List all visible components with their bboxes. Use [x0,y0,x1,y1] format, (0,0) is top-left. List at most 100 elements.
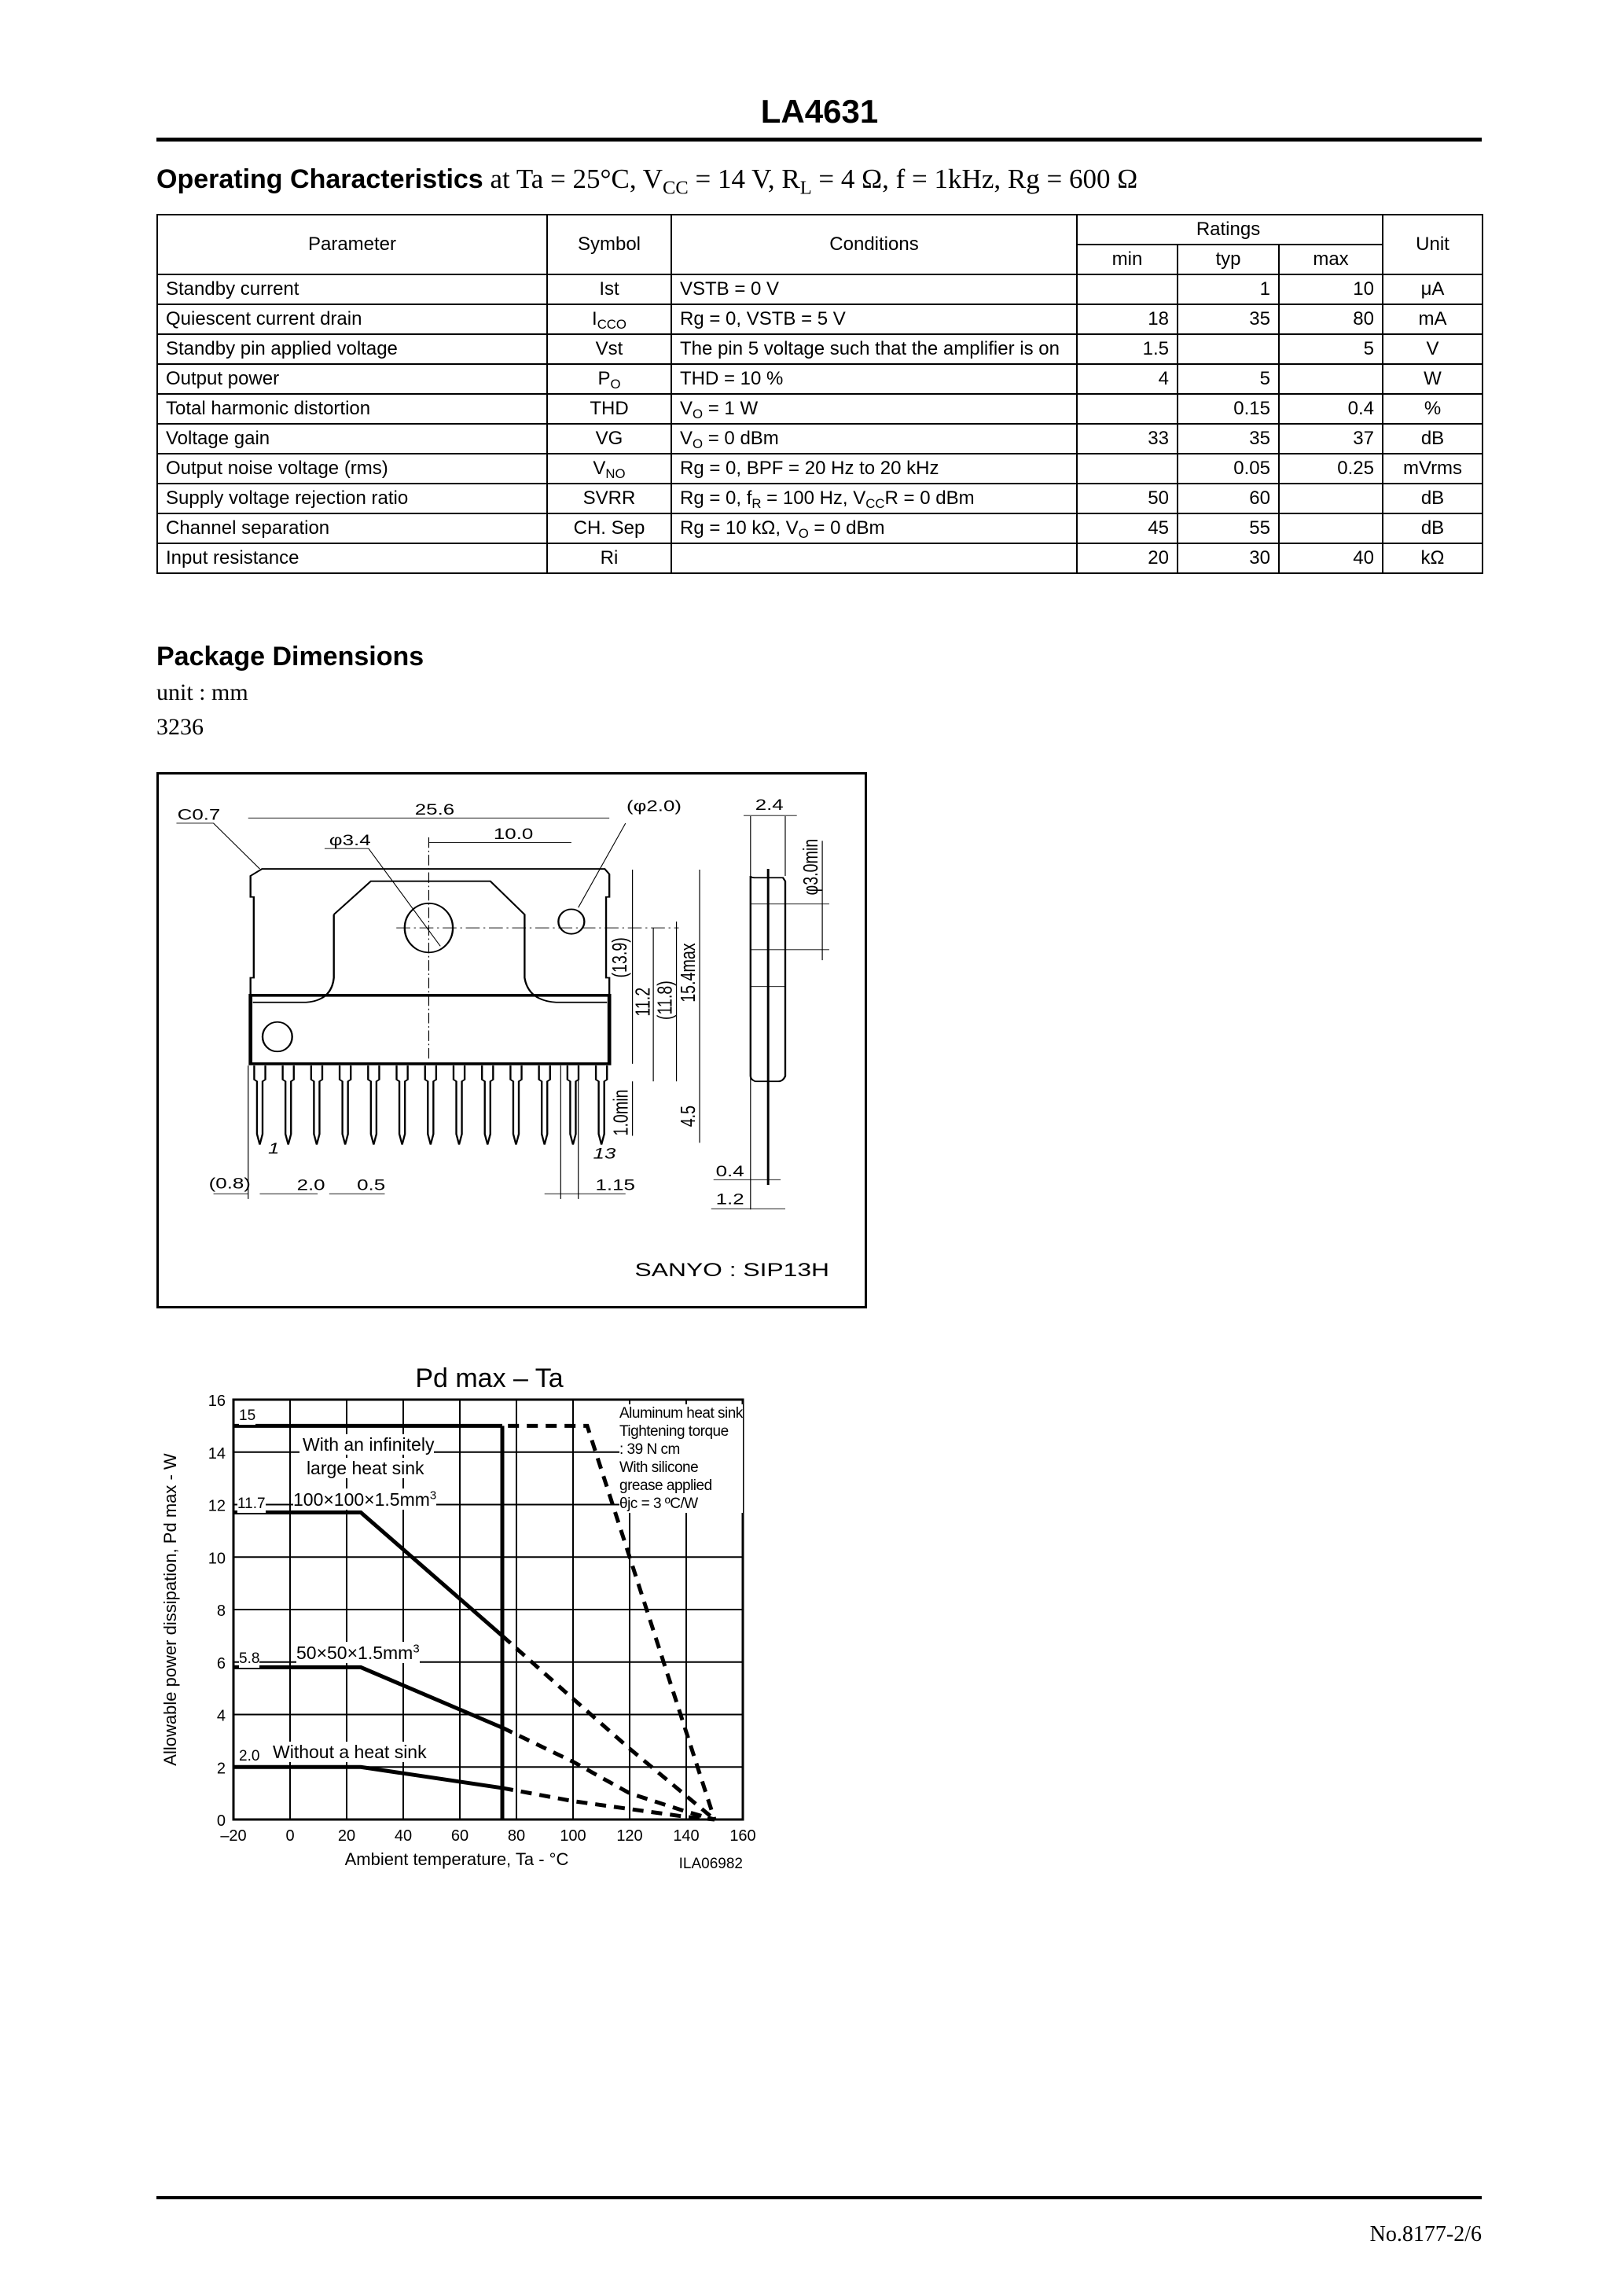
cell-unit: mVrms [1382,453,1483,484]
cell-min [1076,393,1178,425]
cell-parameter: Quiescent current drain [156,304,548,335]
table-row: Input resistance Ri 20 30 40 kΩ [156,543,1483,574]
heat-sink-100-label: 100×100×1.5mm3 [293,1488,437,1510]
pin-lead [424,1065,438,1145]
cell-parameter: Standby current [156,274,548,305]
y-tick-label: 10 [208,1550,226,1567]
y-tick-label: 14 [208,1445,226,1463]
document-title: LA4631 [760,93,879,130]
series-solid-line [233,1665,503,1730]
dim-1-0min: 1.0min [609,1090,632,1136]
note-line: Tightening torque [619,1423,729,1440]
cell-min: 33 [1076,423,1178,454]
package-dimensions-heading: Package Dimensions [156,642,424,672]
cell-conditions: VO = 0 dBm [671,423,1078,454]
cell-unit: % [1382,393,1483,425]
y-tick-label: 6 [217,1655,226,1672]
cell-typ: 0.05 [1177,453,1280,484]
dim-side-hole: φ3.0min [799,839,822,896]
cell-min: 45 [1076,513,1178,544]
table-row: Voltage gain VG VO = 0 dBm 33 35 37 dB [156,423,1483,454]
cell-typ: 35 [1177,423,1280,454]
cell-symbol: THD [546,393,672,425]
series-solid-line [233,1510,504,1638]
document-number: No.8177-2/6 [1369,2222,1482,2246]
cell-symbol: ICCO [546,304,672,335]
cell-min [1076,274,1178,305]
cell-unit: dB [1382,423,1483,454]
col-ratings: Ratings [1178,214,1279,245]
y-tick-label: 16 [208,1393,226,1410]
table-row: Channel separation CH. Sep Rg = 10 kΩ, VO … [156,513,1483,544]
series-dashed-line [508,1423,717,1820]
cell-max [1278,363,1383,395]
cell-typ: 30 [1177,543,1280,574]
dim-0-4: 0.4 [716,1162,744,1179]
dim-hole-dia: φ3.4 [329,831,371,848]
cell-min [1076,453,1178,484]
cell-min: 1.5 [1076,333,1178,365]
value-label-15: 15 [239,1407,256,1425]
dim-pitch: 2.0 [297,1176,325,1194]
cell-unit: W [1382,363,1483,395]
cell-parameter: Voltage gain [156,423,548,454]
x-axis-label: Ambient temperature, Ta - °C [345,1849,569,1869]
cell-parameter: Output power [156,363,548,395]
y-axis-label: Allowable power dissipation, Pd max - W [160,1453,180,1766]
cell-parameter: Supply voltage rejection ratio [156,483,548,514]
cell-unit: dB [1382,513,1483,544]
col-conditions: Conditions [671,214,1078,275]
x-tick-label: 60 [451,1827,468,1845]
value-label-5-8: 5.8 [239,1650,260,1668]
col-max: max [1278,244,1383,275]
dim-thickness: 2.4 [755,796,784,813]
cell-typ [1177,333,1280,365]
dim-lead-width: 0.5 [357,1176,385,1194]
note-line: : 39 N cm [619,1441,680,1458]
cell-typ: 35 [1177,304,1280,335]
footer-rule [156,2196,1482,2199]
cell-min: 50 [1076,483,1178,514]
cell-unit: dB [1382,483,1483,514]
pin-lead [338,1065,352,1145]
infinite-heat-sink-label: With an infinitely large heat sink [299,1433,435,1480]
cell-conditions: VSTB = 0 V [671,274,1078,305]
cell-max [1278,513,1383,544]
series-solid-line [233,1764,503,1790]
dim-small-hole: (φ2.0) [626,797,682,814]
plot-frame [232,1398,744,1821]
package-caption: SANYO : SIP13H [635,1259,829,1280]
value-label-2-0: 2.0 [239,1748,260,1764]
operating-characteristics-table: Parameter Symbol Conditions Ratings Unit… [156,214,1483,574]
heading-conditions: at Ta = 25°C, VCC = 14 V, RL = 4 Ω, f = … [483,164,1138,199]
y-tick-label: 8 [217,1602,226,1620]
y-tick-label: 0 [217,1812,226,1830]
cell-symbol: Ri [546,543,672,574]
col-typ: typ [1177,244,1280,275]
cell-conditions: The pin 5 voltage such that the amplifie… [671,333,1078,365]
cell-symbol: Vst [546,333,672,365]
cell-typ: 0.15 [1177,393,1280,425]
table-row: Supply voltage rejection ratio SVRR Rg = 0… [156,483,1483,514]
pin-lead [395,1065,409,1145]
cell-conditions: THD = 10 % [671,363,1078,395]
x-tick-label: 140 [673,1827,699,1845]
cell-parameter: Output noise voltage (rms) [156,453,548,484]
cell-symbol: Ist [546,274,672,305]
x-tick-label: 0 [285,1827,294,1845]
heat-sink-note: Aluminum heat sink Tightening torque: 39 … [619,1404,743,1513]
cell-unit: mA [1382,304,1483,335]
table-row: Standby current Ist VSTB = 0 V 1 10 μA [156,274,1483,305]
cell-max [1278,483,1383,514]
pin-lead [509,1065,523,1145]
cell-min: 4 [1076,363,1178,395]
cell-typ: 1 [1177,274,1280,305]
cell-max: 0.25 [1278,453,1383,484]
cell-typ: 60 [1177,483,1280,514]
operating-characteristics-heading: Operating Characteristics at Ta = 25°C, … [156,164,1138,199]
drawing-dimension-labels: C0.7 25.6 10.0 φ3.4 (φ2.0) (13.9) 11.2 (… [178,796,829,1280]
cell-max: 0.4 [1278,393,1383,425]
cell-typ: 55 [1177,513,1280,544]
dim-4-5: 4.5 [676,1106,699,1127]
